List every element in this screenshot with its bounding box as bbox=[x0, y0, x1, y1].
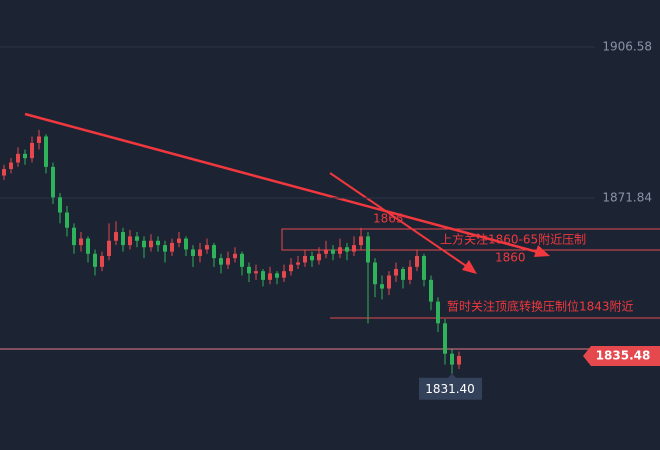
candle-body bbox=[373, 262, 377, 285]
candle-body bbox=[79, 238, 83, 246]
candle-body bbox=[114, 232, 118, 241]
candle-body bbox=[380, 284, 384, 289]
candle-body bbox=[359, 236, 363, 246]
candle-body bbox=[93, 253, 97, 267]
candle-body bbox=[247, 266, 251, 274]
y-tick-label: 1906.58 bbox=[602, 40, 652, 54]
candle-body bbox=[107, 240, 111, 256]
candle-body bbox=[156, 240, 160, 246]
candle-body bbox=[443, 323, 447, 354]
candle-body bbox=[212, 245, 216, 259]
candle-body bbox=[387, 275, 391, 289]
last-price-label: 1835.48 bbox=[596, 349, 651, 363]
candle-body bbox=[450, 353, 454, 365]
candle-body bbox=[366, 236, 370, 263]
arrow-head bbox=[462, 260, 477, 274]
candle-body bbox=[121, 232, 125, 246]
candle-body bbox=[422, 255, 426, 280]
candle-body bbox=[177, 238, 181, 243]
annotation: 暂时关注顶底转换压制位1843附近 bbox=[447, 299, 634, 314]
candle-body bbox=[275, 273, 279, 278]
trend-line bbox=[329, 172, 473, 271]
candle-body bbox=[394, 269, 398, 276]
candle-body bbox=[436, 301, 440, 324]
candle-body bbox=[86, 238, 90, 254]
candle-body bbox=[16, 153, 20, 163]
candle-body bbox=[352, 245, 356, 252]
low-label: 1831.40 bbox=[425, 382, 475, 396]
candle-body bbox=[261, 271, 265, 280]
candle-body bbox=[408, 266, 412, 280]
candle-body bbox=[23, 153, 27, 159]
candle-body bbox=[429, 279, 433, 302]
candle-body bbox=[219, 258, 223, 265]
candle-body bbox=[226, 258, 230, 265]
candle-body bbox=[51, 166, 55, 198]
trend-line bbox=[24, 112, 546, 256]
candle-body bbox=[324, 249, 328, 254]
candle-body bbox=[65, 212, 69, 228]
candle-body bbox=[142, 240, 146, 248]
candle-body bbox=[331, 249, 335, 254]
candle-body bbox=[163, 245, 167, 252]
annotation: 1865 bbox=[373, 212, 404, 226]
low-tag bbox=[419, 373, 482, 400]
price-tag bbox=[583, 346, 660, 367]
candle-body bbox=[338, 247, 342, 254]
annotation: 上方关注1860-65附近压制 bbox=[440, 232, 586, 247]
resistance-zone bbox=[281, 228, 660, 251]
candle-body bbox=[457, 356, 461, 365]
candle-body bbox=[191, 249, 195, 256]
y-tick-label: 1871.84 bbox=[602, 190, 652, 204]
candle-body bbox=[37, 136, 41, 143]
candle-body bbox=[268, 273, 272, 280]
candle-body bbox=[135, 236, 139, 241]
candle-body bbox=[205, 245, 209, 250]
candle-body bbox=[296, 262, 300, 265]
candle-body bbox=[310, 255, 314, 261]
candle-body bbox=[2, 169, 6, 176]
candle-body bbox=[149, 240, 153, 248]
candle-body bbox=[401, 269, 405, 280]
candle-body bbox=[254, 271, 258, 274]
candle-body bbox=[282, 271, 286, 278]
candle-body bbox=[170, 242, 174, 252]
candle-body bbox=[240, 253, 244, 267]
candle-body bbox=[317, 253, 321, 261]
candle-body bbox=[198, 249, 202, 256]
arrow-head bbox=[534, 245, 550, 257]
drawings bbox=[0, 112, 660, 350]
candle-body bbox=[345, 247, 349, 252]
candle-body bbox=[58, 197, 62, 213]
candle-body bbox=[72, 227, 76, 246]
candle-body bbox=[233, 253, 237, 259]
candle-body bbox=[303, 255, 307, 263]
candle-body bbox=[415, 255, 419, 267]
candle-body bbox=[9, 162, 13, 170]
candle-body bbox=[100, 255, 104, 267]
candle-body bbox=[128, 236, 132, 246]
candle-body bbox=[289, 264, 293, 272]
candle-body bbox=[30, 142, 34, 159]
candle-body bbox=[184, 238, 188, 250]
candle-body bbox=[44, 136, 48, 167]
annotation: 1860 bbox=[495, 251, 526, 265]
